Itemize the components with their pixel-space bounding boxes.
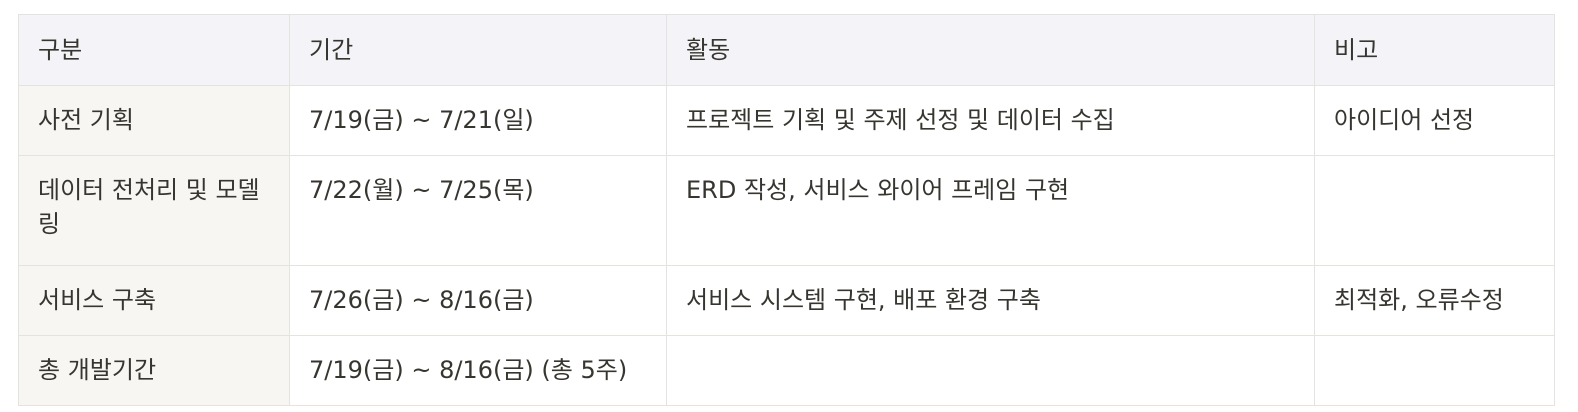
cell-period: 7/19(금) ~ 8/16(금) (총 5주): [289, 335, 667, 406]
schedule-table: 구분 기간 활동 비고 사전 기획 7/19(금) ~ 7/21(일) 프로젝트…: [18, 14, 1555, 406]
header-note: 비고: [1314, 14, 1555, 86]
table-row: 서비스 구축 7/26(금) ~ 8/16(금) 서비스 시스템 구현, 배포 …: [18, 265, 1555, 336]
table-header: 구분 기간 활동 비고: [18, 14, 1555, 86]
cell-note: [1314, 335, 1555, 406]
table-row: 사전 기획 7/19(금) ~ 7/21(일) 프로젝트 기획 및 주제 선정 …: [18, 85, 1555, 156]
header-category: 구분: [18, 14, 290, 86]
cell-category: 총 개발기간: [18, 335, 290, 406]
table-row: 총 개발기간 7/19(금) ~ 8/16(금) (총 5주): [18, 335, 1555, 406]
cell-activity: ERD 작성, 서비스 와이어 프레임 구현: [666, 155, 1315, 266]
cell-period: 7/19(금) ~ 7/21(일): [289, 85, 667, 156]
cell-note: 최적화, 오류수정: [1314, 265, 1555, 336]
table-body: 사전 기획 7/19(금) ~ 7/21(일) 프로젝트 기획 및 주제 선정 …: [18, 85, 1555, 406]
cell-category: 사전 기획: [18, 85, 290, 156]
cell-category: 데이터 전처리 및 모델링: [18, 155, 290, 266]
header-period: 기간: [289, 14, 667, 86]
table-row: 데이터 전처리 및 모델링 7/22(월) ~ 7/25(목) ERD 작성, …: [18, 155, 1555, 266]
cell-period: 7/26(금) ~ 8/16(금): [289, 265, 667, 336]
cell-activity: 프로젝트 기획 및 주제 선정 및 데이터 수집: [666, 85, 1315, 156]
cell-activity: 서비스 시스템 구현, 배포 환경 구축: [666, 265, 1315, 336]
header-activity: 활동: [666, 14, 1315, 86]
schedule-table-container: 구분 기간 활동 비고 사전 기획 7/19(금) ~ 7/21(일) 프로젝트…: [18, 14, 1555, 406]
cell-period: 7/22(월) ~ 7/25(목): [289, 155, 667, 266]
cell-note: 아이디어 선정: [1314, 85, 1555, 156]
cell-category: 서비스 구축: [18, 265, 290, 336]
cell-note: [1314, 155, 1555, 266]
header-row: 구분 기간 활동 비고: [18, 14, 1555, 86]
cell-activity: [666, 335, 1315, 406]
